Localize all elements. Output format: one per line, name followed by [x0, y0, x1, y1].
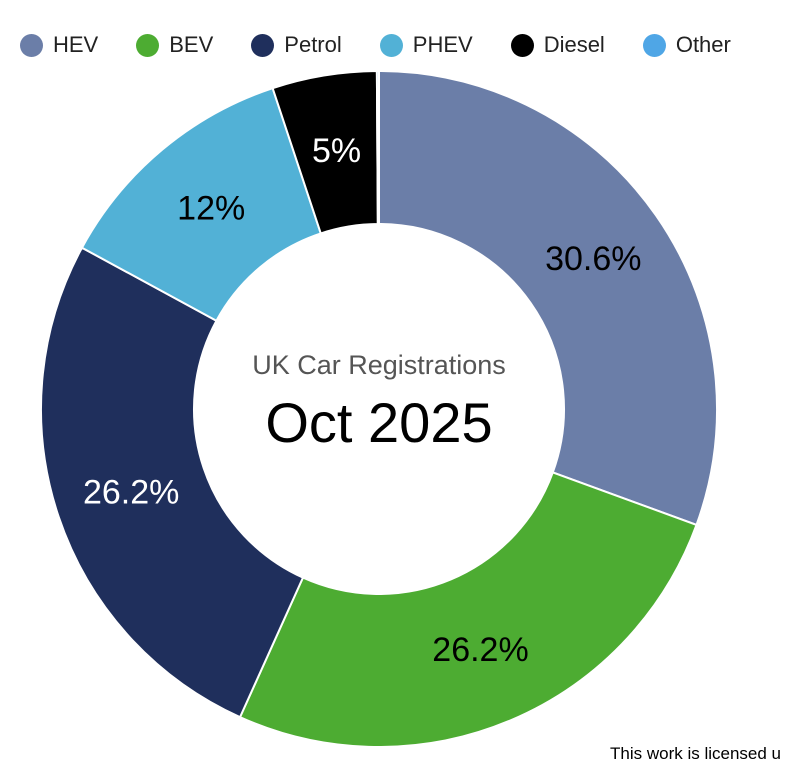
legend-label: Petrol: [284, 32, 342, 57]
legend-item-other: Other: [642, 32, 731, 58]
legend-swatch: [642, 33, 666, 57]
data-label-phev: 12%: [177, 189, 245, 227]
legend-label: BEV: [169, 32, 214, 57]
legend-item-phev: PHEV: [379, 32, 473, 58]
slice-hev: [378, 69, 718, 527]
chart-center-title: Oct 2025: [265, 391, 493, 454]
legend-swatch: [251, 33, 275, 57]
legend-item-bev: BEV: [136, 32, 213, 58]
legend-label: PHEV: [412, 32, 473, 57]
legend-label: Other: [675, 32, 731, 57]
legend-swatch: [20, 33, 43, 57]
chart-center-subtitle: UK Car Registrations: [252, 350, 506, 380]
legend-swatch: [136, 33, 160, 57]
data-label-petrol: 26.2%: [83, 473, 179, 511]
slice-other: [375, 69, 380, 226]
legend-item-hev: HEV: [20, 32, 98, 58]
license-notice: This work is licensed u: [610, 744, 782, 763]
legend-swatch: [379, 33, 403, 57]
data-label-diesel: 5%: [312, 132, 361, 170]
legend-label: HEV: [53, 32, 99, 57]
chart-legend: HEV BEV Petrol PHEV Diesel Other: [20, 28, 769, 62]
slice-bev: [238, 471, 698, 748]
slice-petrol: [40, 246, 305, 719]
legend-item-petrol: Petrol: [251, 32, 342, 58]
legend-item-diesel: Diesel: [510, 32, 605, 58]
legend-label: Diesel: [543, 32, 605, 57]
data-label-hev: 30.6%: [545, 240, 641, 278]
data-label-bev: 26.2%: [432, 631, 528, 669]
legend-swatch: [510, 33, 534, 57]
